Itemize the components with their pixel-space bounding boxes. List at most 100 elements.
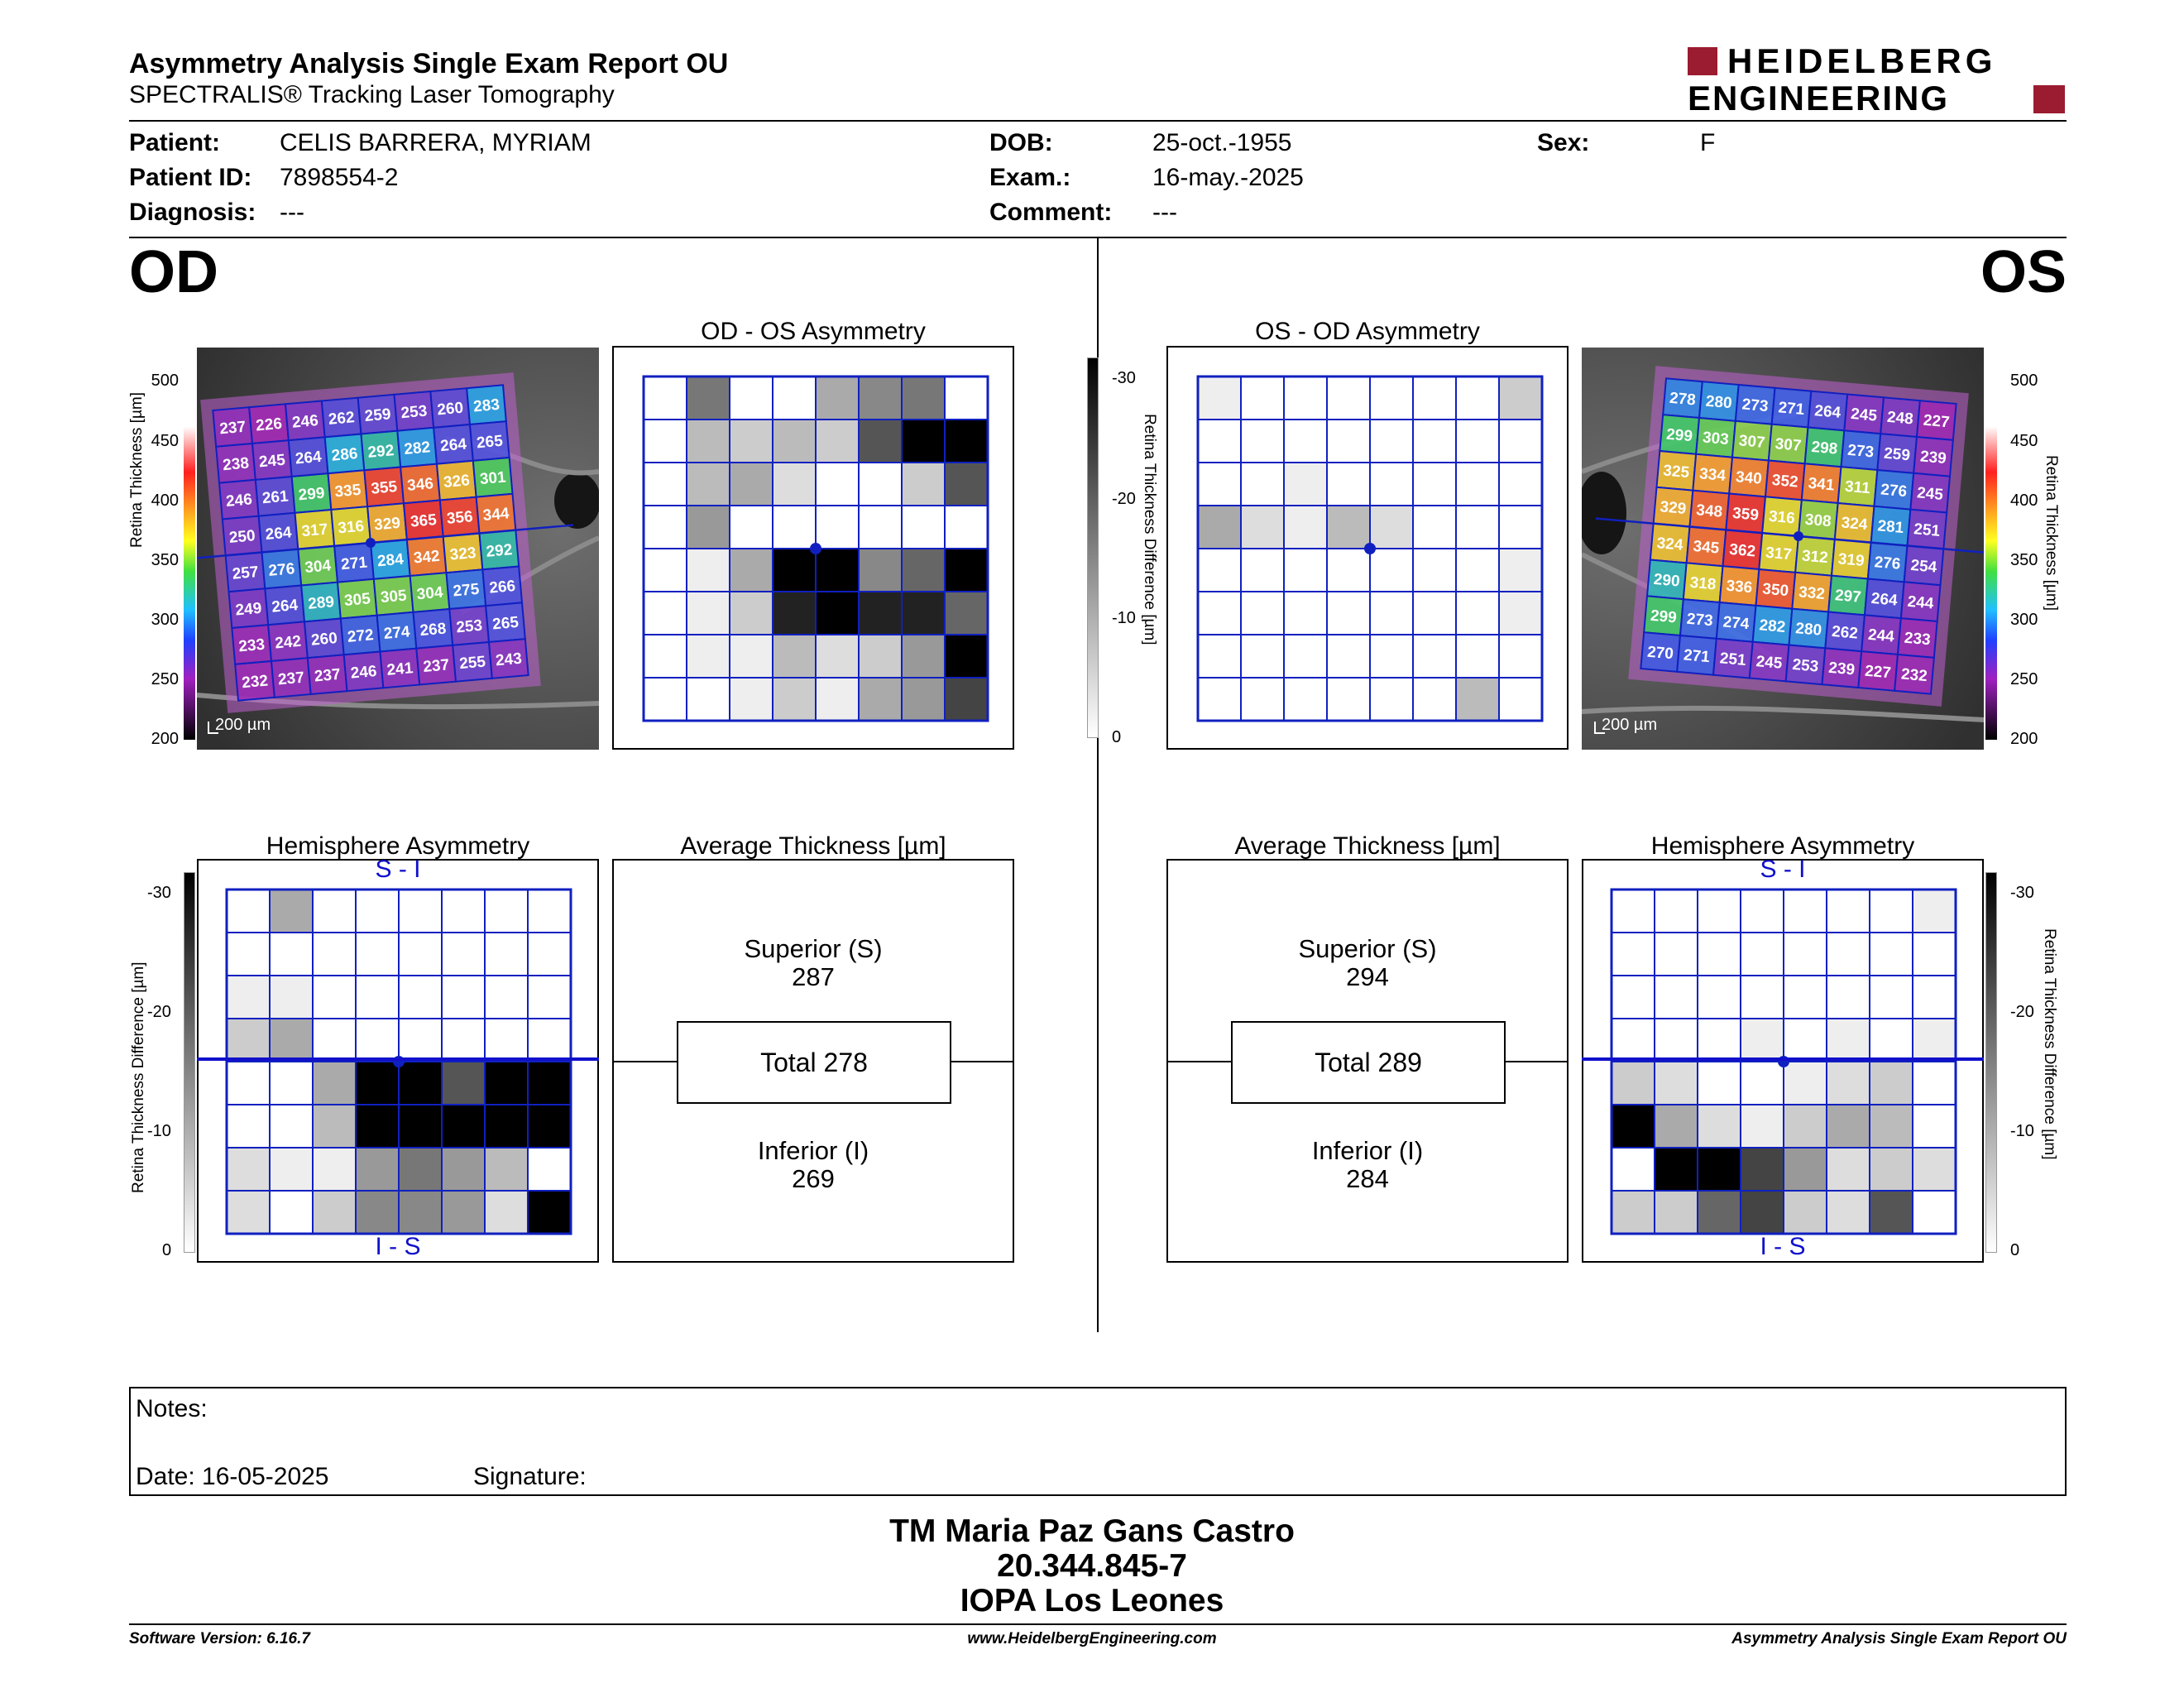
od-asym-cell <box>858 634 903 679</box>
os-thickness-cell: 329 <box>1652 486 1694 528</box>
od-thickness-value: 241 <box>386 659 414 679</box>
os-hemi-cell <box>1697 889 1741 933</box>
os-thickness-cell: 362 <box>1722 529 1764 571</box>
od-thickness-value: 260 <box>310 630 338 650</box>
od-hemi-cell <box>441 889 486 933</box>
os-asym-cell <box>1412 677 1457 722</box>
od-thickness-cell: 245 <box>251 439 293 481</box>
od-thickness-cell: 246 <box>342 650 385 693</box>
os-asym-cell <box>1240 462 1285 506</box>
os-hemi-cell <box>1740 1061 1784 1105</box>
od-asym-cell <box>772 634 817 679</box>
os-asym-cell <box>1455 548 1500 592</box>
os-asym-cell <box>1412 634 1457 679</box>
od-thickness-value: 335 <box>334 482 362 501</box>
os-hemi-tick-20: -20 <box>2010 1003 2034 1021</box>
od-thickness-cell: 282 <box>396 426 438 468</box>
os-thickness-cell: 232 <box>1894 653 1935 695</box>
od-thickness-value: 264 <box>265 524 293 544</box>
website-link[interactable]: www.HeidelbergEngineering.com <box>967 1630 1217 1647</box>
od-thickness-value: 344 <box>482 505 510 525</box>
od-asym-cell <box>901 376 946 420</box>
os-hemi-cell <box>1912 1104 1956 1149</box>
os-thickness-value: 307 <box>1738 432 1765 452</box>
os-thickness-value: 251 <box>1719 650 1747 669</box>
od-hemi-cell <box>441 1190 486 1235</box>
center-tick-20: -20 <box>1112 490 1136 508</box>
od-thickness-value: 342 <box>413 548 440 568</box>
od-hemi-cell <box>269 1061 314 1105</box>
os-thickness-value: 352 <box>1771 472 1798 492</box>
os-thickness-value: 280 <box>1705 393 1732 413</box>
os-hemi-cell <box>1740 1190 1784 1235</box>
os-asym-border <box>1196 375 1544 722</box>
os-si-label: S - I <box>1760 856 1806 883</box>
od-os-asymmetry-title: OD - OS Asymmetry <box>701 318 926 345</box>
os-thickness-cell: 352 <box>1764 459 1806 501</box>
od-hemi-cell <box>527 975 572 1019</box>
os-thickness-cell: 340 <box>1728 456 1770 498</box>
od-thickness-value: 264 <box>439 435 467 455</box>
od-asym-cell <box>815 419 860 463</box>
od-asym-cell <box>901 677 946 722</box>
od-average-title: Average Thickness [µm] <box>680 832 946 860</box>
od-thickness-cell: 275 <box>445 568 487 611</box>
os-hemi-cell <box>1654 975 1698 1019</box>
od-hemi-border <box>225 888 572 1235</box>
os-asym-cell <box>1283 376 1328 420</box>
od-asym-cell <box>686 419 730 463</box>
od-hemi-cell <box>226 889 271 933</box>
optic-disc <box>554 472 599 529</box>
od-asym-cell <box>729 548 774 592</box>
od-thickness-cell: 289 <box>300 581 342 623</box>
os-thickness-value: 317 <box>1765 544 1792 564</box>
os-thickness-cell: 244 <box>1899 581 1942 623</box>
os-asym-cell <box>1197 505 1242 549</box>
od-asym-cell <box>815 634 860 679</box>
od-thickness-cell: 264 <box>257 511 299 554</box>
od-asym-cell <box>643 505 687 549</box>
os-hemi-cell <box>1912 1018 1956 1062</box>
os-thickness-value: 345 <box>1693 538 1721 558</box>
os-asym-cell <box>1240 505 1285 549</box>
os-thickness-value: 227 <box>1864 663 1891 683</box>
diagnosis-value: --- <box>280 199 304 226</box>
od-thickness-value: 276 <box>268 560 295 580</box>
os-average-title: Average Thickness [µm] <box>1234 832 1501 860</box>
os-hemi-cell <box>1783 1190 1827 1235</box>
optic-disc <box>1582 472 1626 554</box>
od-hemi-midline <box>197 1057 599 1061</box>
od-thickness-value: 274 <box>383 623 411 643</box>
os-thickness-cell: 298 <box>1803 426 1846 468</box>
od-thickness-cell: 238 <box>215 442 256 484</box>
os-thickness-value: 245 <box>1850 405 1878 425</box>
os-asym-cell <box>1498 591 1543 635</box>
os-thickness-cell: 311 <box>1837 466 1879 507</box>
od-thickness-cell: 272 <box>339 614 381 656</box>
os-thickness-cell: 334 <box>1692 453 1734 495</box>
logo-square-bottom <box>2033 85 2065 113</box>
od-thickness-value: 246 <box>225 491 252 511</box>
os-asym-cell <box>1283 677 1328 722</box>
os-thickness-value: 232 <box>1900 665 1928 685</box>
os-hemi-diff-scale <box>1985 872 1997 1253</box>
od-asym-cell <box>643 548 687 592</box>
od-thickness-cell: 250 <box>221 515 263 557</box>
od-hemi-cell <box>527 889 572 933</box>
od-thickness-cell: 264 <box>264 584 306 626</box>
od-asym-cell <box>815 505 860 549</box>
os-asym-cell <box>1326 591 1371 635</box>
os-thickness-value: 264 <box>1870 590 1899 610</box>
od-asym-cell <box>944 591 989 635</box>
os-asym-cell <box>1369 419 1414 463</box>
os-thickness-cell: 359 <box>1725 492 1767 535</box>
os-hemi-cell <box>1654 1147 1698 1192</box>
od-thickness-cell: 268 <box>412 607 454 650</box>
od-thickness-cell: 241 <box>379 647 421 689</box>
os-thickness-cell: 317 <box>1758 532 1800 573</box>
os-thickness-value: 233 <box>1904 630 1931 650</box>
os-thickness-value: 262 <box>1831 623 1858 643</box>
od-asym-cell <box>772 591 817 635</box>
footer-divider <box>129 1623 2067 1625</box>
